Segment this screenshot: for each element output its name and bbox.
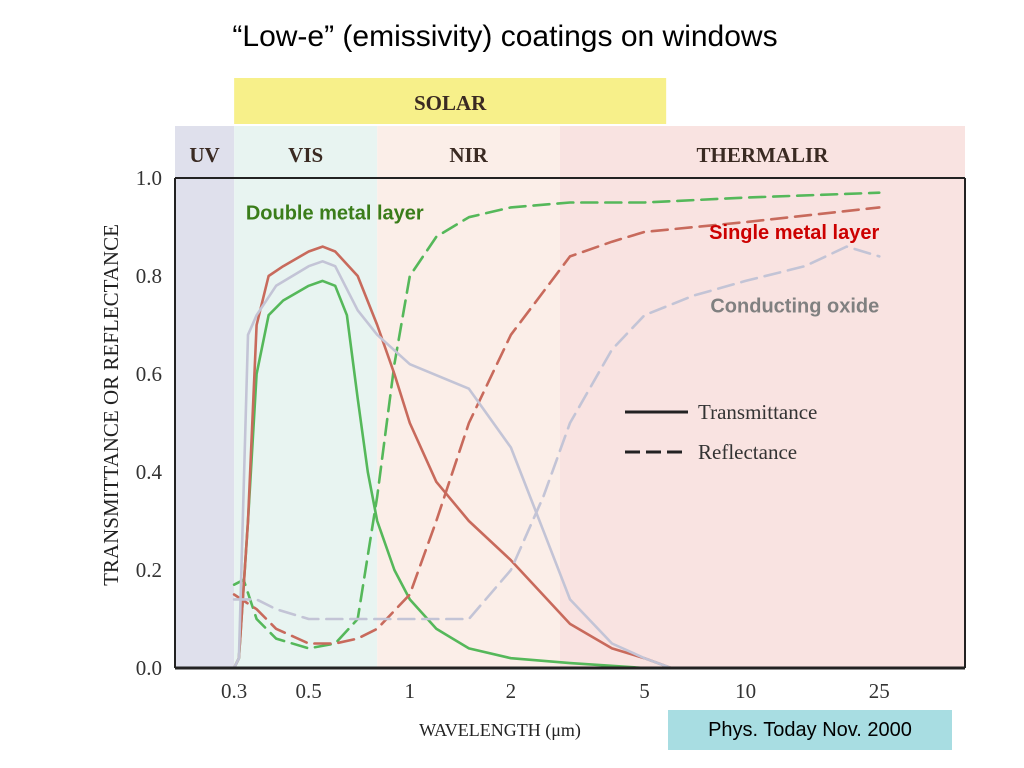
x-tick-label: 25 [869, 679, 890, 703]
annotation-conducting-oxide: Conducting oxide [710, 295, 879, 317]
series-double-metal-layer-transmittance [232, 279, 646, 670]
x-tick-label: 2 [506, 679, 517, 703]
band-thermalir [559, 126, 965, 668]
band-label-nir: NIR [449, 143, 488, 167]
series-single-metal-layer-transmittance [232, 245, 673, 670]
series-layer [232, 191, 881, 670]
y-axis-label: TRANSMITTANCE OR REFLECTANCE [99, 224, 123, 586]
spectral-bands: UV VIS NIR THERMALIR SOLAR [175, 78, 965, 668]
x-tick-label: 0.5 [296, 679, 322, 703]
tick-labels: 0.3 0.5 1 2 5 10 250.00.20.40.60.81.0 [136, 166, 890, 703]
series-double-metal-layer-reflectance [232, 191, 881, 650]
legend: Transmittance Reflectance [625, 400, 817, 464]
y-tick-label: 0.8 [136, 264, 162, 288]
band-label-vis: VIS [288, 143, 323, 167]
band-label-thermalir: THERMALIR [697, 143, 830, 167]
x-axis-label: WAVELENGTH (μm) [419, 720, 581, 741]
x-tick-label: 1 [405, 679, 416, 703]
band-label-uv: UV [189, 143, 219, 167]
solar-band-label: SOLAR [414, 91, 487, 115]
y-tick-label: 0.2 [136, 558, 162, 582]
annotations: Double metal layer Single metal layer Cond… [246, 202, 880, 317]
annotation-single-metal-layer: Single metal layer [709, 222, 879, 244]
y-tick-label: 0.6 [136, 362, 162, 386]
x-tick-label: 0.3 [221, 679, 247, 703]
band-vis [234, 126, 378, 668]
x-tick-label: 5 [639, 679, 650, 703]
series-single-metal-layer-reflectance [232, 206, 881, 645]
y-tick-label: 0.0 [136, 656, 162, 680]
legend-label-reflectance: Reflectance [698, 440, 797, 464]
y-tick-label: 0.4 [136, 460, 163, 484]
y-tick-label: 1.0 [136, 166, 162, 190]
legend-label-transmittance: Transmittance [698, 400, 817, 424]
slide-title: “Low-e” (emissivity) coatings on windows [232, 20, 778, 53]
axes [174, 177, 966, 670]
series-conducting-oxide-reflectance [232, 245, 881, 621]
annotation-double-metal-layer: Double metal layer [246, 202, 424, 224]
x-tick-label: 10 [735, 679, 756, 703]
solar-band [234, 78, 667, 124]
band-uv [175, 126, 235, 668]
series-conducting-oxide-transmittance [232, 260, 673, 670]
citation-box: Phys. Today Nov. 2000 [668, 710, 952, 750]
